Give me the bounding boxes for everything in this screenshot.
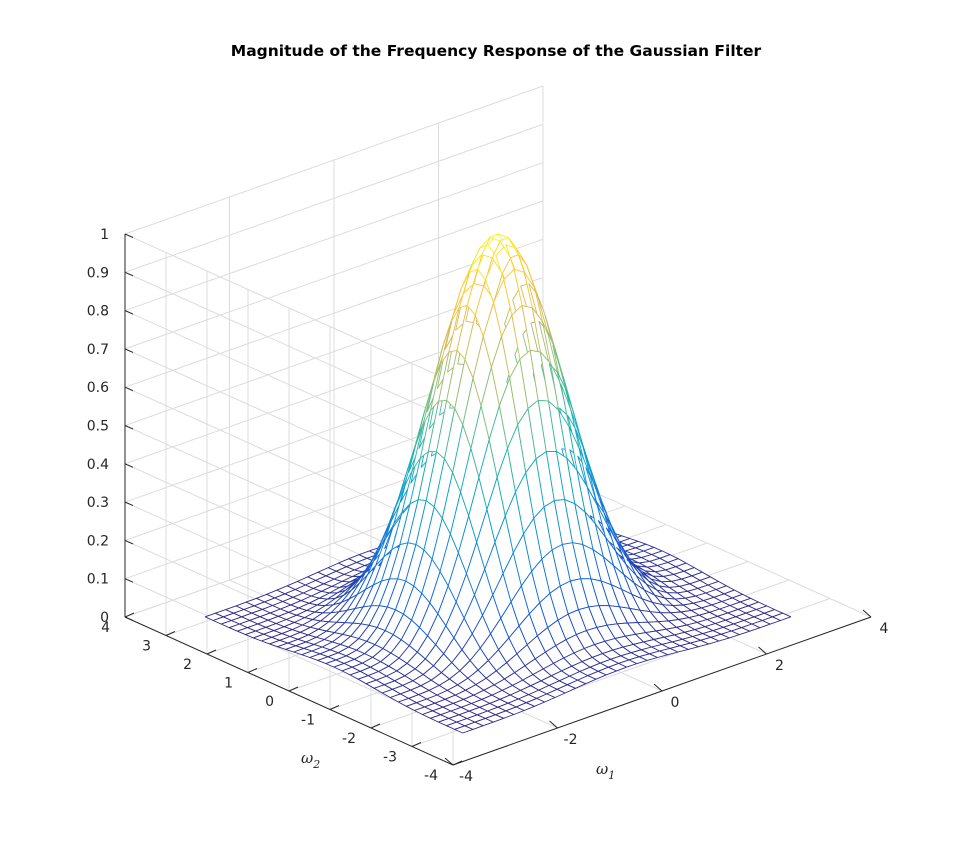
z-tick-mark — [124, 616, 134, 621]
x-axis-label-sub: 1 — [608, 769, 615, 782]
mesh-surface[interactable] — [204, 233, 792, 734]
y-tick-mark — [370, 723, 381, 729]
y-tick-mark — [247, 668, 258, 673]
y-tick-label: 1 — [224, 676, 233, 692]
z-tick-mark — [124, 386, 134, 392]
z-tick-mark — [124, 271, 134, 277]
chart-title: Magnitude of the Frequency Response of t… — [231, 42, 762, 60]
gridline — [124, 123, 544, 273]
z-tick-mark — [124, 501, 134, 507]
x-tick-label: -4 — [459, 769, 473, 785]
gridline — [124, 200, 544, 350]
y-tick-label: -3 — [383, 750, 397, 766]
axis-layer — [124, 233, 872, 766]
gridline — [124, 271, 454, 421]
y-tick-mark — [206, 649, 217, 655]
z-tick-label: 0.1 — [87, 572, 109, 588]
x-tick-mark — [444, 757, 454, 766]
y-axis-label-sub: 2 — [312, 758, 320, 771]
y-tick-mark — [452, 760, 463, 766]
z-tick-label: 1 — [100, 227, 109, 243]
z-tick-mark — [124, 463, 134, 468]
mesh-cell — [772, 612, 792, 621]
y-tick-label: -4 — [424, 768, 438, 784]
y-tick-label: 3 — [142, 639, 151, 655]
z-tick-label: 0.8 — [87, 304, 109, 320]
y-tick-label: -1 — [301, 713, 315, 729]
y-tick-mark — [124, 612, 135, 618]
y-tick-label: 4 — [101, 620, 110, 636]
gridline — [124, 348, 454, 498]
z-tick-label: 0.7 — [87, 342, 109, 358]
x-tick-label: 2 — [775, 658, 784, 674]
x-tick-label: 4 — [880, 621, 889, 637]
y-tick-label: 2 — [183, 657, 192, 673]
z-tick-label: 0 — [100, 610, 109, 626]
z-tick-label: 0.3 — [87, 495, 109, 511]
z-tick-mark — [124, 310, 134, 315]
y-tick-mark — [411, 742, 422, 747]
z-tick-mark — [124, 425, 134, 430]
y-axis-label-symbol: ω — [301, 749, 313, 767]
gridline — [124, 85, 544, 235]
gridline — [124, 310, 454, 460]
y-tick-mark — [288, 686, 299, 692]
x-tick-mark — [653, 683, 663, 692]
z-tick-label: 0.4 — [87, 457, 109, 473]
x-axis-label: ω1 — [596, 760, 615, 782]
x-tick-label: -2 — [564, 732, 578, 748]
z-tick-mark — [124, 233, 134, 238]
z-tick-label: 0.6 — [87, 380, 109, 396]
gridline — [124, 162, 544, 312]
x-tick-mark — [758, 646, 767, 655]
z-tick-mark — [124, 348, 134, 353]
x-tick-mark — [549, 720, 558, 729]
y-tick-mark — [329, 705, 340, 710]
x-axis-label-symbol: ω — [596, 760, 608, 778]
z-tick-label: 0.2 — [87, 533, 109, 549]
z-tick-mark — [124, 539, 134, 545]
z-tick-mark — [124, 578, 134, 583]
gridline — [124, 233, 454, 383]
y-tick-mark — [165, 631, 176, 636]
x-tick-mark — [862, 609, 872, 618]
x-tick-label: 0 — [671, 695, 680, 711]
y-tick-label: 0 — [265, 694, 274, 710]
tick-labels: -4-2024-4-3-2-10123400.10.20.30.40.50.60… — [87, 227, 889, 785]
z-tick-label: 0.5 — [87, 419, 109, 435]
y-axis-label: ω2 — [301, 749, 320, 771]
z-tick-label: 0.9 — [87, 265, 109, 281]
y-tick-label: -2 — [342, 731, 356, 747]
